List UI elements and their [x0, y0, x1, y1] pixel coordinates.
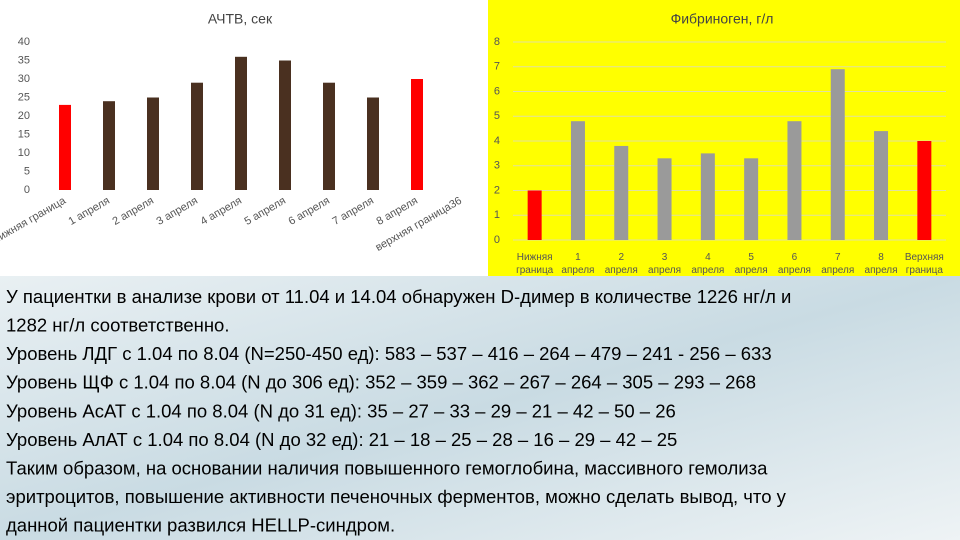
y-tick-label: 5 — [494, 110, 500, 122]
y-tick-label: 35 — [18, 54, 30, 66]
x-tick-label-line: 6 — [792, 252, 798, 263]
bar — [59, 104, 71, 190]
x-tick-label-line: апреля — [691, 265, 724, 276]
bar — [614, 145, 629, 240]
x-tick-label-line: 8 — [878, 252, 884, 263]
bar — [917, 141, 932, 240]
x-tick-label: 8 апреля — [865, 252, 898, 276]
y-tick-label: 0 — [494, 234, 500, 246]
x-tick-label-line: апреля — [735, 265, 768, 276]
x-tick-label-line: апреля — [561, 265, 594, 276]
x-tick-label-line: 1 — [575, 252, 581, 263]
x-tick-label: 7 апреля — [821, 252, 854, 276]
y-tick-label: 30 — [18, 73, 30, 85]
x-tick-label: Нижняя граница — [516, 252, 554, 276]
y-tick-label: 1 — [494, 209, 500, 221]
bar — [830, 69, 845, 240]
y-tick-label: 15 — [18, 128, 30, 140]
text-line: эритроцитов, повышение активности печено… — [6, 486, 787, 507]
text-line: Уровень ЩФ с 1.04 по 8.04 (N до 306 ед):… — [6, 372, 756, 393]
y-tick-label: 40 — [18, 36, 30, 48]
text-line: Уровень АлАТ с 1.04 по 8.04 (N до 32 ед)… — [6, 429, 677, 450]
x-tick-label-line: Верхняя — [905, 252, 944, 263]
chart-title: Фибриноген, г/л — [671, 11, 774, 27]
bar — [657, 158, 672, 240]
x-tick-label: 3 апреля — [648, 252, 681, 276]
bar — [323, 82, 335, 190]
text-block: У пациентки в анализе крови от 11.04 и 1… — [6, 286, 791, 536]
y-tick-label: 5 — [24, 165, 30, 177]
x-tick-label-line: апреля — [605, 265, 638, 276]
y-tick-label: 8 — [494, 36, 500, 48]
bar — [103, 101, 115, 190]
x-tick-label-line: апреля — [865, 265, 898, 276]
x-tick-label: Верхняя граница — [905, 252, 944, 276]
y-tick-label: 4 — [494, 135, 500, 147]
x-tick-label-line: граница — [516, 265, 554, 276]
x-tick-label-line: 2 — [618, 252, 624, 263]
bar — [570, 121, 585, 240]
text-line: данной пациентки развился HELLP-синдром. — [6, 515, 395, 536]
bar — [279, 60, 291, 190]
bar — [700, 153, 715, 240]
bar — [527, 190, 542, 240]
bar — [744, 158, 759, 240]
chart-background — [488, 0, 960, 276]
y-tick-label: 10 — [18, 147, 30, 159]
text-line: Уровень АсАТ с 1.04 по 8.04 (N до 31 ед)… — [6, 400, 676, 421]
bar — [874, 131, 889, 240]
y-tick-label: 20 — [18, 110, 30, 122]
x-tick-label-line: апреля — [778, 265, 811, 276]
x-tick-label: 4 апреля — [691, 252, 724, 276]
bar — [235, 56, 247, 190]
text-line: 1282 нг/л соответственно. — [6, 314, 230, 335]
bar — [787, 121, 802, 240]
text-line: У пациентки в анализе крови от 11.04 и 1… — [6, 286, 791, 307]
x-tick-label: 5 апреля — [735, 252, 768, 276]
bar — [367, 97, 379, 190]
y-tick-label: 0 — [24, 184, 30, 196]
y-tick-label: 2 — [494, 184, 500, 196]
chart-title: АЧТВ, сек — [208, 11, 273, 27]
x-tick-label-line: 5 — [748, 252, 754, 263]
x-tick-label-line: апреля — [821, 265, 854, 276]
text-line: Таким образом, на основании наличия повы… — [6, 457, 768, 478]
bar — [191, 82, 203, 190]
x-tick-label: 6 апреля — [778, 252, 811, 276]
x-tick-label: 2 апреля — [605, 252, 638, 276]
x-tick-label-line: граница — [906, 265, 944, 276]
bar — [411, 79, 423, 190]
x-tick-label-line: апреля — [648, 265, 681, 276]
x-tick-label-line: 3 — [662, 252, 668, 263]
y-tick-label: 3 — [494, 160, 500, 172]
text-background — [0, 276, 960, 540]
y-tick-label: 7 — [494, 61, 500, 73]
bar — [147, 97, 159, 190]
y-tick-label: 6 — [494, 85, 500, 97]
chart: Фибриноген, г/л 0 1 2 3 4 5 6 7 8 Нижняя граница 1 ап… — [488, 0, 960, 276]
x-tick-label-line: 4 — [705, 252, 711, 263]
x-tick-label-line: Нижняя — [517, 252, 553, 263]
x-tick-label: 1 апреля — [561, 252, 594, 276]
y-tick-label: 25 — [18, 91, 30, 103]
x-tick-label-line: 7 — [835, 252, 841, 263]
text-line: Уровень ЛДГ с 1.04 по 8.04 (N=250-450 ед… — [6, 343, 772, 364]
